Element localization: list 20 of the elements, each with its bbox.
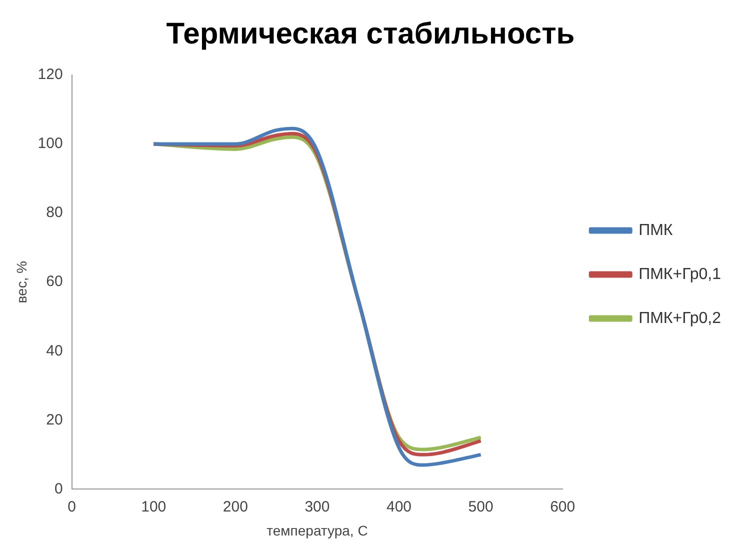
y-tick-label: 60 [46,273,63,290]
y-tick-label: 40 [46,342,63,360]
x-tick-label: 100 [141,498,166,516]
y-tick-label: 120 [38,66,63,84]
x-tick-label: 300 [304,498,330,516]
y-tick-label: 100 [38,135,63,152]
x-tick-label: 600 [550,498,576,516]
x-tick-label: 400 [386,498,412,516]
legend-label: ПМК [638,222,674,239]
x-tick-label: 0 [68,498,76,516]
chart-title: Термическая стабильность [166,17,575,50]
x-tick-label: 200 [222,498,248,516]
y-tick-label: 20 [46,411,63,428]
x-tick-label: 500 [468,498,494,516]
legend-label: ПМК+Гр0,1 [638,266,722,283]
x-axis-title: температура, С [266,522,368,538]
legend-label: ПМК+Гр0,2 [638,310,722,327]
y-tick-label: 0 [54,480,63,498]
y-tick-label: 80 [46,204,63,222]
y-axis-title: вес, % [13,260,30,304]
